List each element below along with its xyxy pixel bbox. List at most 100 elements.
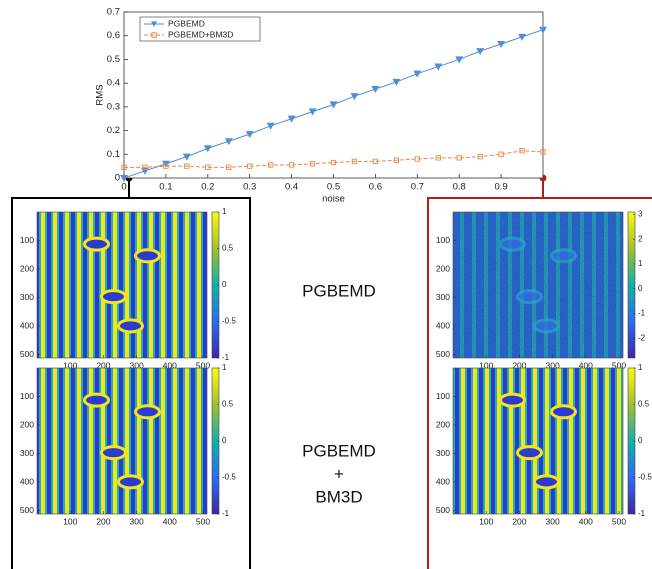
image-x-tick-label: 100 [63,516,77,526]
fringe-vortex [550,404,577,420]
y-tick-label: 0.5 [107,54,120,65]
colorbar [627,211,636,359]
point [203,145,212,153]
image-x-tick-label: 200 [96,360,110,370]
image-x-tick-label: 100 [479,360,493,370]
x-tick-label: 0.4 [285,182,298,193]
point [182,153,191,161]
fringe-image [37,368,207,514]
colorbar-tick-label: -1 [222,353,230,362]
point [329,101,338,109]
image-y-tick-label: 100 [20,391,34,401]
image-x-tick-label: 500 [196,516,210,526]
y-tick-label: 0 [115,173,120,184]
image-x-tick-label: 200 [512,360,526,370]
point [518,33,527,41]
point [371,86,380,93]
point [455,56,464,64]
image-y-tick-label: 300 [20,292,34,302]
x-tick-label: 0.9 [494,182,507,193]
image-y-tick-label: 300 [436,292,450,302]
image-x-tick-label: 300 [130,360,144,370]
colorbar-tick-label: 0.5 [222,400,234,409]
image-y-tick-label: 400 [20,476,34,486]
colorbar-tick-label: -2 [638,333,646,342]
fringe-image [453,212,623,358]
point [268,162,274,168]
image-x-tick-label: 100 [479,516,493,526]
image-border [452,211,624,359]
image-border [36,211,208,359]
point [477,154,483,160]
method-label: PGBEMD [302,441,376,460]
legend-label: PGBEMD+BM3D [168,29,233,39]
colorbar-tick-label: 2 [638,234,643,243]
y-tick-label: 0.3 [107,101,120,112]
fringe-vortex [83,392,110,408]
image-y-tick-label: 100 [436,235,450,245]
fringe-vortex [550,248,577,264]
colorbar-tick-label: 0 [638,284,643,293]
y-tick-label: 0.2 [107,125,120,136]
colorbar-tick-label: 1 [222,363,227,372]
fringe-vortex [134,404,161,420]
image-y-tick-label: 500 [20,349,34,359]
colorbar-tick-label: 3 [638,210,643,219]
point [539,26,547,34]
image-x-tick-label: 200 [96,516,110,526]
point [456,155,462,161]
image-y-tick-label: 200 [436,419,450,429]
image-x-tick-label: 500 [612,516,626,526]
image-y-tick-label: 300 [20,448,34,458]
image-x-tick-label: 300 [130,516,144,526]
x-tick-label: 0 [121,182,126,193]
image-x-tick-label: 400 [579,360,593,370]
image-x-tick-label: 400 [579,516,593,526]
y-tick-label: 0.6 [107,30,120,41]
fringe-vortex [533,318,560,334]
point [519,148,525,154]
point [288,162,295,168]
image-border [452,367,624,515]
fringe-vortex [100,289,127,305]
method-label: BM3D [315,487,362,506]
fringe-image [37,212,207,358]
point [142,164,148,170]
image-x-tick-label: 500 [196,360,210,370]
image-x-tick-label: 300 [546,516,560,526]
fringe-vortex [499,392,526,408]
point [414,156,420,162]
legend-label: PGBEMD [168,18,205,28]
fringe-vortex [134,248,161,264]
point [434,63,443,71]
image-y-tick-label: 500 [436,349,450,359]
point [372,158,379,165]
colorbar-tick-label: 1 [638,259,643,268]
legend-marker [151,32,157,38]
point [476,48,485,56]
fringe-vortex [117,318,144,334]
colorbar-tick-label: -1 [222,509,230,518]
point [121,164,127,170]
point [413,70,422,78]
y-tick-label: 0.7 [107,7,120,18]
point [247,163,253,169]
point [184,163,190,169]
fringe-vortex [117,474,144,490]
image-y-tick-label: 400 [20,320,34,330]
point [120,174,128,182]
image-y-tick-label: 500 [20,505,34,515]
frame [11,197,251,569]
point [266,122,275,130]
fringe-vortex [83,236,110,252]
method-label: PGBEMD [302,281,376,300]
x-tick-label: 0.7 [411,182,424,193]
x-axis-label: noise [322,194,345,205]
x-tick-label: 0.2 [201,182,214,193]
point [351,158,358,165]
colorbar-tick-label: -0.5 [222,317,236,326]
fringe-vortex [533,474,560,490]
colorbar-tick-label: 0 [638,436,643,445]
image-y-tick-label: 100 [20,235,34,245]
